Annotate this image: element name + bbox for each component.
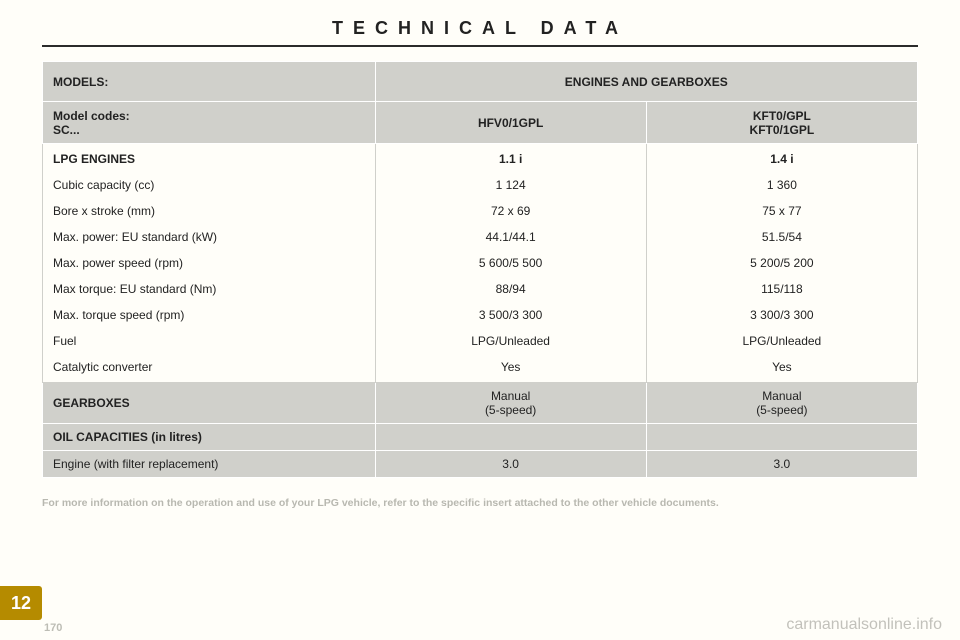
header-row-2: Model codes: SC... HFV0/1GPL KFT0/GPL KF… xyxy=(43,102,918,144)
row-cell: 3 500/3 300 xyxy=(375,302,646,328)
row-cell: 75 x 77 xyxy=(646,198,917,224)
table-row: Fuel LPG/Unleaded LPG/Unleaded xyxy=(43,328,918,354)
table-row: Catalytic converter Yes Yes xyxy=(43,354,918,383)
row-label: Fuel xyxy=(43,328,376,354)
gearboxes-row: GEARBOXES Manual (5-speed) Manual (5-spe… xyxy=(43,383,918,424)
gearboxes-cell: Manual (5-speed) xyxy=(375,383,646,424)
spec-table: MODELS: ENGINES AND GEARBOXES Model code… xyxy=(42,61,918,478)
row-cell: 51.5/54 xyxy=(646,224,917,250)
engines-header: ENGINES AND GEARBOXES xyxy=(375,62,918,102)
row-label: Catalytic converter xyxy=(43,354,376,383)
row-label: Max. power: EU standard (kW) xyxy=(43,224,376,250)
page-title: TECHNICAL DATA xyxy=(42,18,918,39)
row-cell: 88/94 xyxy=(375,276,646,302)
oil-row-cell: 3.0 xyxy=(646,451,917,478)
model-codes-header: Model codes: SC... xyxy=(43,102,376,144)
table-row: Max. torque speed (rpm) 3 500/3 300 3 30… xyxy=(43,302,918,328)
chapter-badge: 12 xyxy=(0,586,42,620)
table-row: Cubic capacity (cc) 1 124 1 360 xyxy=(43,172,918,198)
oil-row-label: Engine (with filter replacement) xyxy=(43,451,376,478)
row-label: Cubic capacity (cc) xyxy=(43,172,376,198)
row-cell: 44.1/44.1 xyxy=(375,224,646,250)
table-row: Bore x stroke (mm) 72 x 69 75 x 77 xyxy=(43,198,918,224)
oil-cell xyxy=(646,424,917,451)
table-row: Max. power speed (rpm) 5 600/5 500 5 200… xyxy=(43,250,918,276)
page-number: 170 xyxy=(44,622,62,634)
row-cell: 3 300/3 300 xyxy=(646,302,917,328)
header-row-1: MODELS: ENGINES AND GEARBOXES xyxy=(43,62,918,102)
row-label: LPG ENGINES xyxy=(43,144,376,173)
row-cell: Yes xyxy=(646,354,917,383)
engine-col-2: KFT0/GPL KFT0/1GPL xyxy=(646,102,917,144)
table-row: LPG ENGINES 1.1 i 1.4 i xyxy=(43,144,918,173)
gearboxes-cell: Manual (5-speed) xyxy=(646,383,917,424)
footnote-text: For more information on the operation an… xyxy=(42,496,918,510)
row-cell: 5 200/5 200 xyxy=(646,250,917,276)
row-cell: 115/118 xyxy=(646,276,917,302)
table-row: Max. power: EU standard (kW) 44.1/44.1 5… xyxy=(43,224,918,250)
row-label: Bore x stroke (mm) xyxy=(43,198,376,224)
row-cell: Yes xyxy=(375,354,646,383)
page: TECHNICAL DATA MODELS: ENGINES AND GEARB… xyxy=(0,0,960,640)
models-header: MODELS: xyxy=(43,62,376,102)
row-label: Max. torque speed (rpm) xyxy=(43,302,376,328)
gearboxes-label: GEARBOXES xyxy=(43,383,376,424)
oil-header-row: OIL CAPACITIES (in litres) xyxy=(43,424,918,451)
horizontal-rule xyxy=(42,45,918,47)
row-cell: LPG/Unleaded xyxy=(646,328,917,354)
engine-col-1: HFV0/1GPL xyxy=(375,102,646,144)
row-label: Max torque: EU standard (Nm) xyxy=(43,276,376,302)
row-cell: 1.1 i xyxy=(375,144,646,173)
table-row: Max torque: EU standard (Nm) 88/94 115/1… xyxy=(43,276,918,302)
row-cell: 72 x 69 xyxy=(375,198,646,224)
watermark-text: carmanualsonline.info xyxy=(786,616,942,634)
row-cell: 5 600/5 500 xyxy=(375,250,646,276)
oil-row: Engine (with filter replacement) 3.0 3.0 xyxy=(43,451,918,478)
row-cell: 1 124 xyxy=(375,172,646,198)
row-label: Max. power speed (rpm) xyxy=(43,250,376,276)
oil-label: OIL CAPACITIES (in litres) xyxy=(43,424,376,451)
oil-row-cell: 3.0 xyxy=(375,451,646,478)
row-cell: LPG/Unleaded xyxy=(375,328,646,354)
row-cell: 1.4 i xyxy=(646,144,917,173)
row-cell: 1 360 xyxy=(646,172,917,198)
oil-cell xyxy=(375,424,646,451)
